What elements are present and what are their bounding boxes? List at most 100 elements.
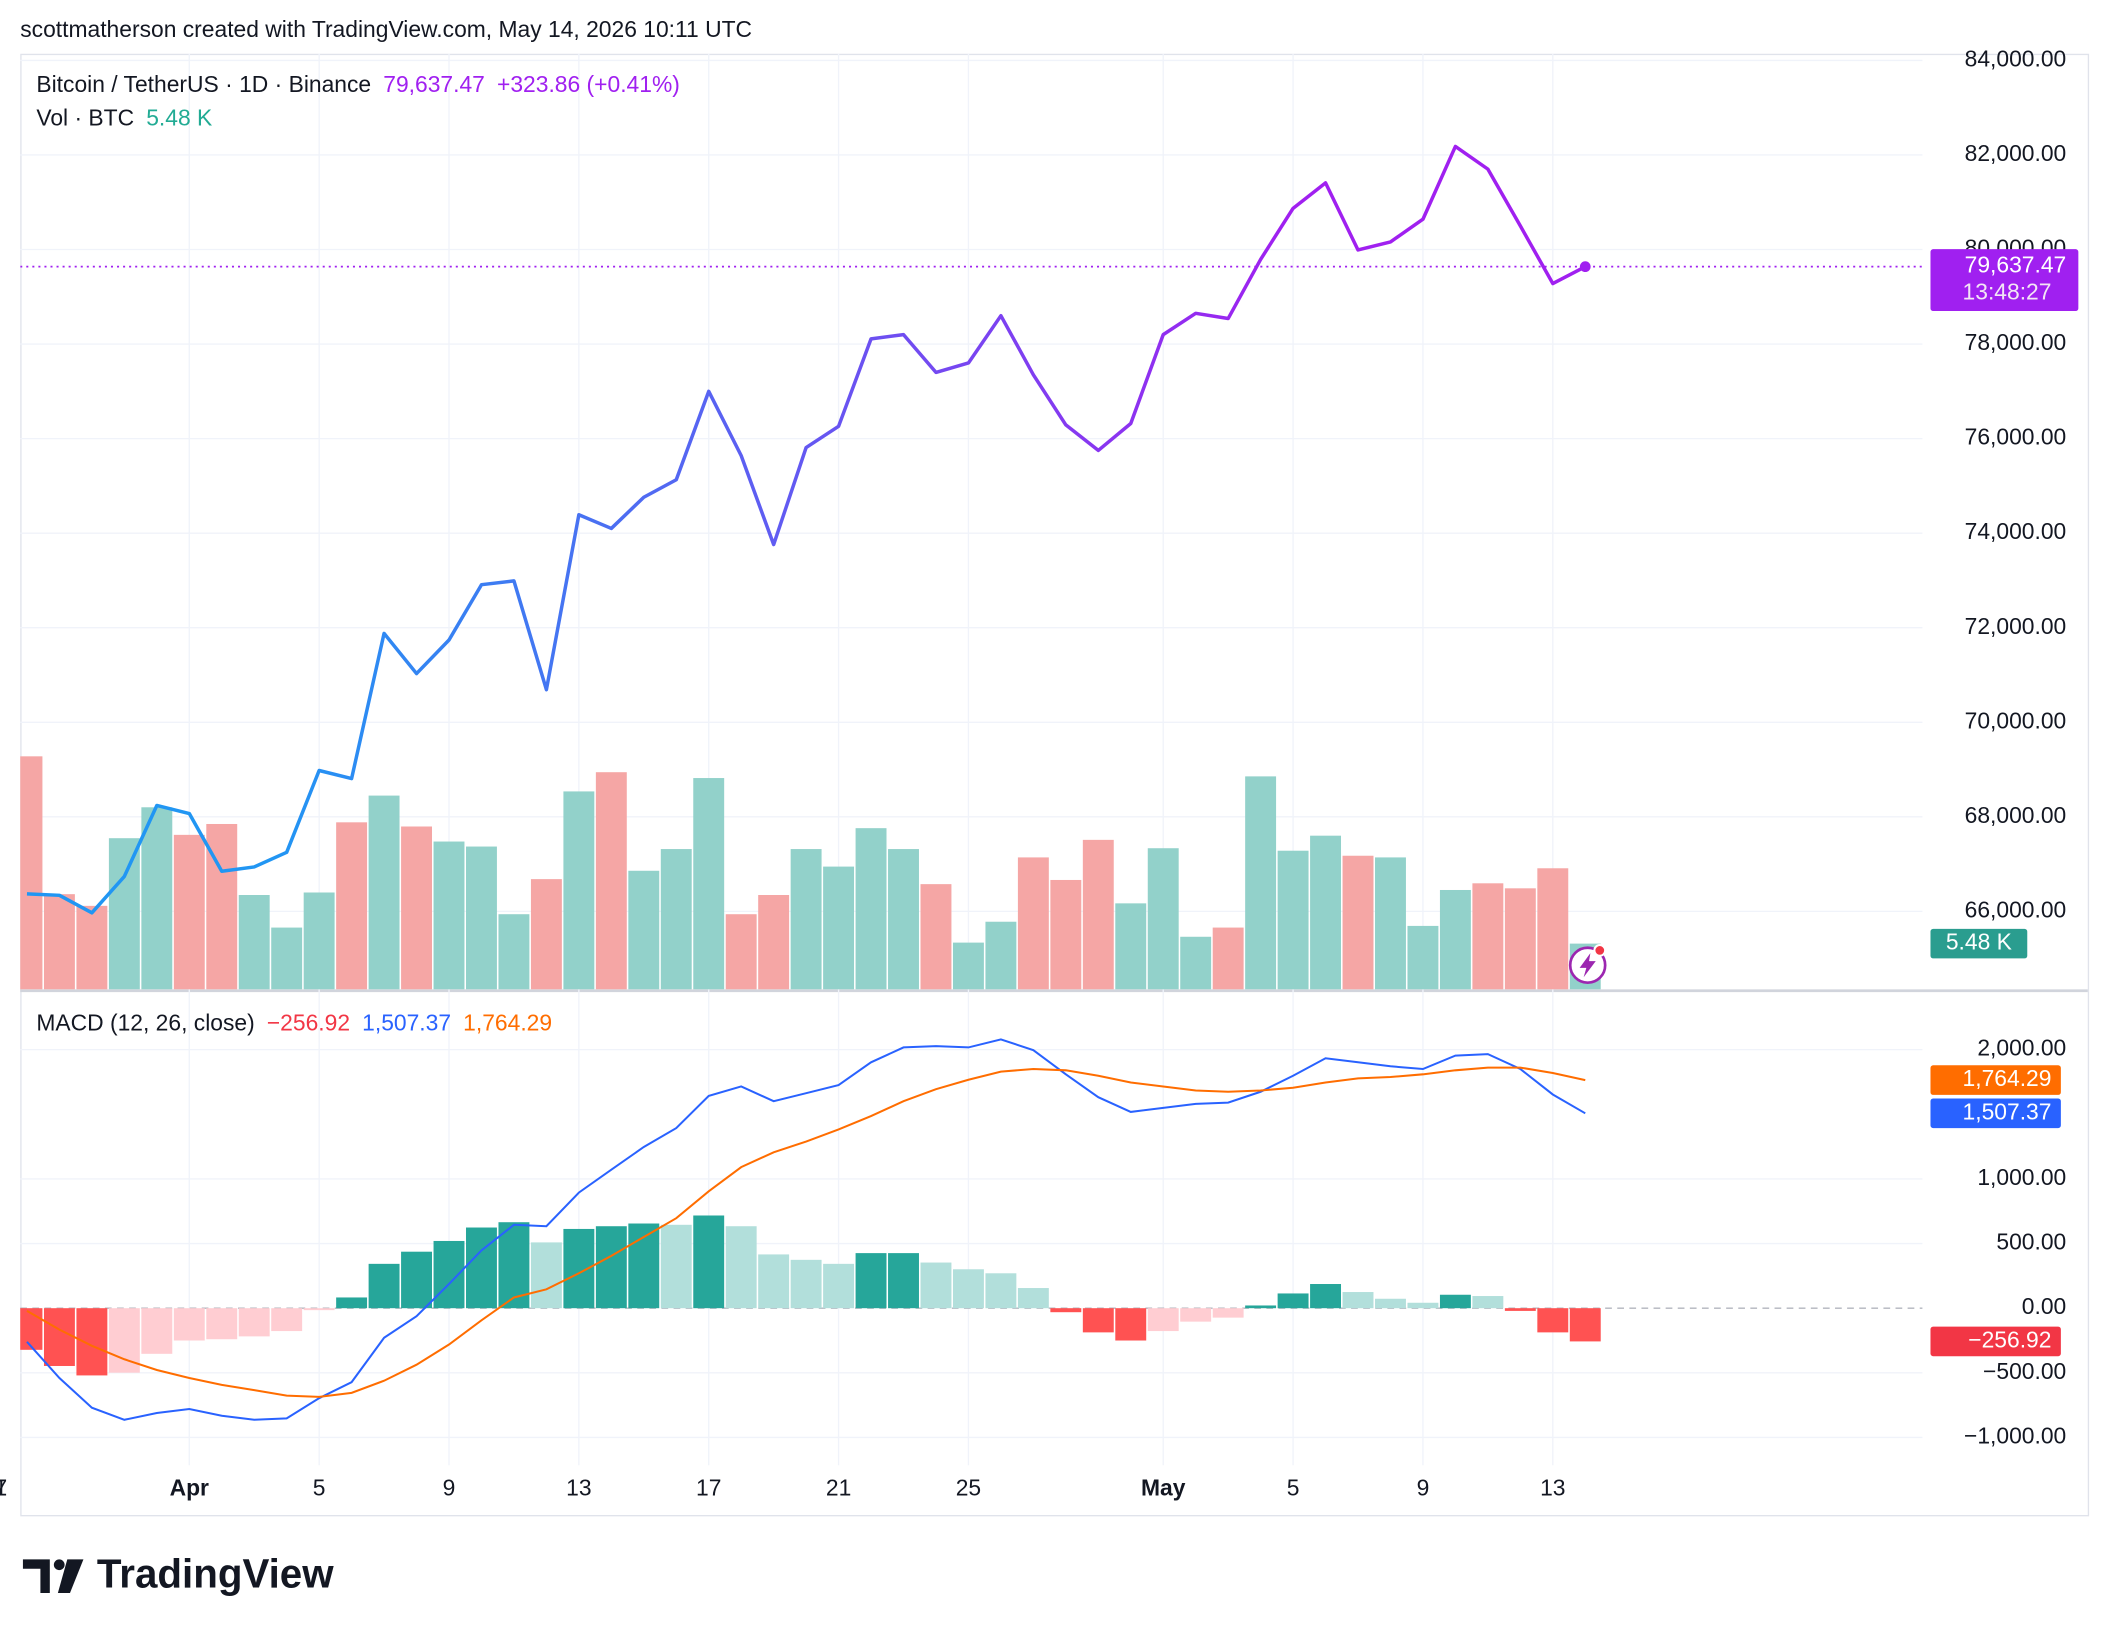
y-tick-label: 76,000.00 — [1965, 424, 2067, 450]
histogram-bar — [206, 1308, 238, 1340]
histogram-bar — [1050, 1308, 1082, 1313]
histogram-bar — [43, 1308, 75, 1366]
legend-title: Vol · BTC — [36, 105, 134, 131]
volume-bar — [433, 841, 465, 990]
x-tick-label: 25 — [956, 1475, 981, 1501]
y-tick-label: 82,000.00 — [1965, 140, 2067, 166]
value-tag-label: 1,764.29 — [1963, 1065, 2052, 1091]
histogram-bar — [920, 1262, 952, 1309]
histogram-bar — [1439, 1294, 1471, 1309]
histogram-bar — [1537, 1308, 1569, 1333]
volume-bar — [336, 822, 368, 990]
histogram-bar — [76, 1308, 108, 1376]
histogram-bar — [303, 1308, 335, 1311]
attribution: scottmatherson created with TradingView.… — [20, 16, 752, 42]
histogram-bar — [1277, 1293, 1309, 1309]
histogram-bar — [1180, 1308, 1212, 1322]
volume-bar — [76, 905, 108, 990]
legend: Bitcoin / TetherUS · 1D · Binance 79,637.… — [36, 71, 680, 97]
alert-icon[interactable] — [1568, 944, 1607, 985]
histogram-bar — [725, 1226, 757, 1309]
volume-bar — [1115, 903, 1147, 990]
histogram-bar — [1082, 1308, 1114, 1333]
volume-bar — [466, 846, 497, 990]
price-tag-countdown: 13:48:27 — [1963, 279, 2052, 305]
histogram-bar — [466, 1227, 497, 1309]
histogram-bar — [790, 1259, 822, 1309]
histogram-bar — [1245, 1305, 1277, 1309]
volume-bar — [1504, 888, 1536, 990]
histogram-bar — [758, 1254, 790, 1309]
y-tick-label: 74,000.00 — [1965, 518, 2067, 544]
volume-bar — [758, 894, 790, 990]
volume-bar — [303, 892, 335, 990]
histogram-bar — [433, 1240, 465, 1309]
volume-bar — [1017, 857, 1049, 990]
x-tick-label: 17 — [0, 1475, 7, 1501]
x-tick-label: 17 — [696, 1475, 721, 1501]
price-pane — [20, 144, 1923, 990]
volume-bar — [823, 866, 855, 990]
legend-price: 79,637.47 — [383, 71, 485, 97]
legend-value: −256.92 — [267, 1009, 350, 1035]
volume-bar — [628, 870, 660, 990]
labels: Apr5913172125May5913172166,000.0068,000.… — [0, 45, 2066, 1500]
price-line — [26, 144, 1587, 915]
volume-bar — [43, 894, 75, 990]
histogram-bar — [1504, 1308, 1536, 1311]
volume-bar — [1472, 883, 1504, 990]
volume-bar — [855, 828, 887, 990]
macd-line — [26, 1066, 1586, 1398]
histogram-bar — [530, 1242, 562, 1309]
histogram-bar — [952, 1269, 984, 1309]
volume-bar — [368, 795, 400, 990]
volume-tag — [1930, 928, 2028, 959]
y-tick-label: −500.00 — [1983, 1358, 2066, 1384]
value-tag — [1930, 1326, 2061, 1357]
y-tick-label: 84,000.00 — [1965, 45, 2067, 71]
volume-bar — [563, 791, 595, 990]
histogram-bar — [985, 1273, 1017, 1309]
volume-bar — [1147, 848, 1179, 990]
y-tick-label: 500.00 — [1996, 1229, 2066, 1255]
volume-tag-value: 5.48 K — [1946, 929, 2012, 955]
volume-bar — [1277, 850, 1309, 990]
histogram-bar — [855, 1253, 887, 1309]
y-tick-label: 70,000.00 — [1965, 707, 2067, 733]
histogram-bar — [238, 1308, 270, 1337]
volume-bar — [141, 807, 173, 990]
histogram-bar — [1017, 1288, 1049, 1309]
price-tag — [1930, 249, 2079, 312]
y-tick-label: 72,000.00 — [1965, 613, 2067, 639]
histogram-bar — [1407, 1302, 1439, 1309]
histogram-bar — [823, 1263, 855, 1309]
x-tick-label: Apr — [170, 1475, 209, 1501]
volume-bar — [1439, 889, 1471, 990]
x-tick-label: 21 — [826, 1475, 851, 1501]
volume-bar — [1310, 835, 1342, 990]
x-tick-label: 9 — [443, 1475, 456, 1501]
histogram-bar — [336, 1297, 368, 1309]
brand-logo — [22, 1559, 84, 1593]
histogram-bar — [271, 1308, 303, 1332]
volume-bar — [401, 826, 432, 990]
histogram-bar — [888, 1253, 919, 1309]
volume-bar — [725, 914, 757, 990]
brand-name: TradingView — [97, 1551, 334, 1597]
histogram-bar — [1342, 1292, 1374, 1309]
x-tick-label: 5 — [313, 1475, 326, 1501]
volume-bar — [271, 927, 303, 990]
macd-pane — [20, 1038, 1601, 1421]
x-tick-label: 9 — [1417, 1475, 1430, 1501]
histogram-bar — [1375, 1298, 1406, 1309]
y-tick-label: 0.00 — [2022, 1293, 2066, 1319]
legend-value: 1,507.37 — [362, 1009, 451, 1035]
legend: MACD (12, 26, close) −256.92 1,507.37 1,764… — [36, 1009, 552, 1035]
legend: Vol · BTC 5.48 K — [36, 105, 212, 131]
x-tick-label: 5 — [1287, 1475, 1300, 1501]
legend-change: +323.86 (+0.41%) — [497, 71, 680, 97]
volume-bar — [790, 849, 822, 990]
legend-value: 1,764.29 — [463, 1009, 552, 1035]
volume-bar — [888, 849, 919, 990]
